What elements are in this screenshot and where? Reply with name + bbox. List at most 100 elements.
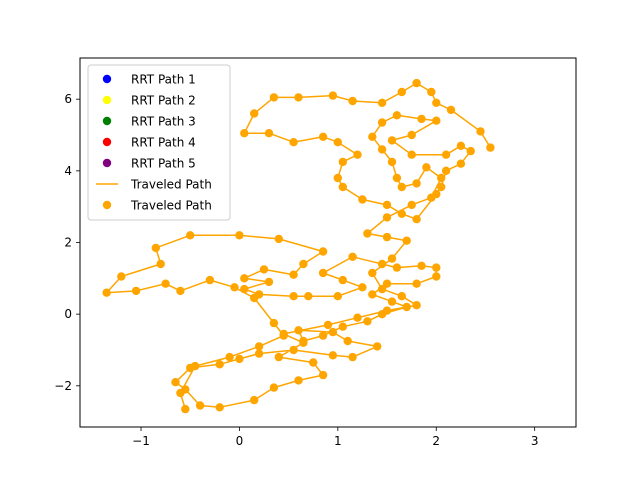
data-point-0-13 bbox=[102, 288, 111, 297]
data-point-0-82 bbox=[382, 232, 392, 242]
data-point-0-97 bbox=[417, 114, 426, 124]
data-point-0-130 bbox=[427, 87, 436, 97]
data-point-0-16 bbox=[151, 243, 160, 253]
data-point-0-24 bbox=[240, 274, 249, 283]
legend-marker-0 bbox=[102, 74, 112, 84]
data-point-0-14 bbox=[117, 272, 126, 281]
data-point-0-124 bbox=[294, 93, 303, 102]
data-point-0-93 bbox=[377, 145, 387, 154]
legend-label-1: RRT Path 2 bbox=[131, 94, 196, 108]
data-point-0-38 bbox=[432, 263, 441, 272]
data-point-0-56 bbox=[289, 345, 298, 355]
x-tick-label-0: −1 bbox=[132, 434, 150, 448]
data-point-0-73 bbox=[323, 320, 333, 330]
y-tick-label-2: 2 bbox=[64, 236, 72, 250]
data-point-0-121 bbox=[240, 129, 249, 138]
data-point-0-57 bbox=[254, 349, 264, 358]
data-point-0-102 bbox=[441, 150, 451, 159]
data-point-0-23 bbox=[259, 265, 269, 274]
data-point-0-64 bbox=[215, 403, 224, 412]
data-point-0-8 bbox=[230, 283, 239, 292]
data-point-0-81 bbox=[402, 236, 411, 245]
data-point-0-99 bbox=[407, 130, 416, 140]
data-point-0-15 bbox=[156, 259, 165, 269]
x-tick-label-2: 1 bbox=[334, 434, 342, 448]
data-point-0-101 bbox=[407, 150, 416, 159]
legend-label-6: Traveled Path bbox=[130, 199, 212, 213]
data-point-0-105 bbox=[456, 159, 466, 168]
data-point-0-52 bbox=[343, 336, 352, 346]
data-point-0-110 bbox=[397, 209, 406, 218]
data-point-0-126 bbox=[348, 96, 357, 106]
data-point-0-59 bbox=[215, 360, 224, 369]
data-point-0-87 bbox=[437, 173, 446, 183]
data-point-0-4 bbox=[254, 342, 264, 351]
data-point-0-84 bbox=[382, 213, 392, 222]
plot-layer bbox=[102, 78, 495, 414]
data-point-0-114 bbox=[333, 173, 342, 183]
data-point-0-63 bbox=[195, 401, 205, 410]
data-point-0-25 bbox=[264, 277, 274, 287]
data-point-0-65 bbox=[250, 395, 259, 405]
x-tick-label-3: 2 bbox=[432, 434, 440, 448]
data-point-0-108 bbox=[432, 189, 441, 199]
data-point-0-9 bbox=[205, 275, 215, 285]
data-point-0-71 bbox=[299, 338, 308, 347]
data-point-0-54 bbox=[348, 352, 357, 362]
data-point-0-39 bbox=[432, 272, 441, 281]
data-point-0-41 bbox=[382, 279, 392, 288]
legend-label-3: RRT Path 4 bbox=[131, 136, 196, 150]
legend-marker-3 bbox=[102, 137, 112, 147]
y-tick-label-3: 4 bbox=[64, 164, 72, 178]
data-point-0-115 bbox=[338, 157, 347, 167]
data-point-0-17 bbox=[186, 231, 195, 240]
data-point-0-98 bbox=[432, 116, 441, 125]
data-point-0-61 bbox=[171, 378, 180, 387]
data-point-0-43 bbox=[387, 297, 397, 306]
legend-marker-6 bbox=[102, 200, 112, 210]
data-point-0-89 bbox=[412, 179, 421, 188]
data-point-0-74 bbox=[353, 313, 362, 322]
data-point-0-48 bbox=[318, 331, 328, 340]
x-tick-label-1: 0 bbox=[236, 434, 244, 448]
data-point-0-0 bbox=[181, 404, 190, 414]
legend: RRT Path 1 RRT Path 2 RRT Path 3 RRT Path 4… bbox=[87, 64, 231, 221]
data-point-0-62 bbox=[181, 385, 190, 394]
legend-marker-1 bbox=[102, 95, 112, 105]
legend-box bbox=[87, 64, 231, 221]
legend-marker-2 bbox=[102, 116, 112, 126]
data-point-0-50 bbox=[294, 326, 303, 335]
ticks-layer: −1 0 1 2 3 −2 0 2 4 6 bbox=[54, 92, 538, 448]
data-point-0-91 bbox=[392, 173, 402, 183]
data-point-0-46 bbox=[363, 317, 372, 326]
data-point-0-10 bbox=[176, 286, 185, 296]
legend-marker-4 bbox=[102, 158, 112, 168]
legend-label-5: Traveled Path bbox=[130, 178, 212, 192]
data-point-0-66 bbox=[269, 383, 279, 392]
data-point-0-79 bbox=[368, 268, 377, 278]
data-point-0-21 bbox=[299, 259, 308, 269]
data-point-0-85 bbox=[407, 200, 416, 210]
data-point-0-69 bbox=[309, 358, 318, 367]
data-point-0-129 bbox=[412, 78, 421, 88]
data-point-0-60 bbox=[186, 363, 195, 373]
data-point-0-33 bbox=[318, 268, 328, 278]
data-point-0-22 bbox=[289, 270, 298, 279]
y-tick-label-1: 0 bbox=[64, 307, 72, 321]
data-point-0-32 bbox=[338, 275, 347, 285]
data-point-0-120 bbox=[264, 129, 274, 138]
data-point-0-112 bbox=[358, 195, 367, 204]
data-point-0-83 bbox=[363, 229, 372, 238]
data-point-0-77 bbox=[397, 292, 406, 301]
data-point-0-94 bbox=[368, 132, 377, 141]
data-point-0-70 bbox=[274, 352, 283, 362]
y-tick-label-4: 6 bbox=[64, 92, 72, 106]
data-point-0-34 bbox=[348, 252, 357, 261]
data-point-0-20 bbox=[318, 247, 328, 256]
data-point-0-37 bbox=[417, 261, 426, 270]
data-point-0-36 bbox=[392, 263, 402, 272]
data-point-0-95 bbox=[377, 118, 387, 127]
data-point-0-18 bbox=[235, 231, 244, 240]
data-point-0-125 bbox=[328, 91, 338, 100]
